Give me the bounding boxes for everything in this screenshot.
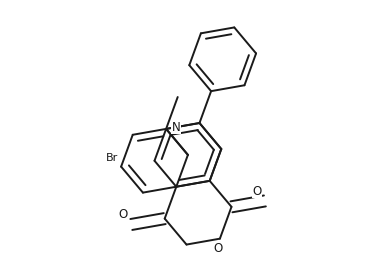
Text: N: N: [172, 121, 180, 134]
Text: O: O: [252, 185, 262, 198]
Text: O: O: [119, 208, 128, 221]
Text: Br: Br: [106, 153, 118, 163]
Text: O: O: [214, 242, 223, 255]
